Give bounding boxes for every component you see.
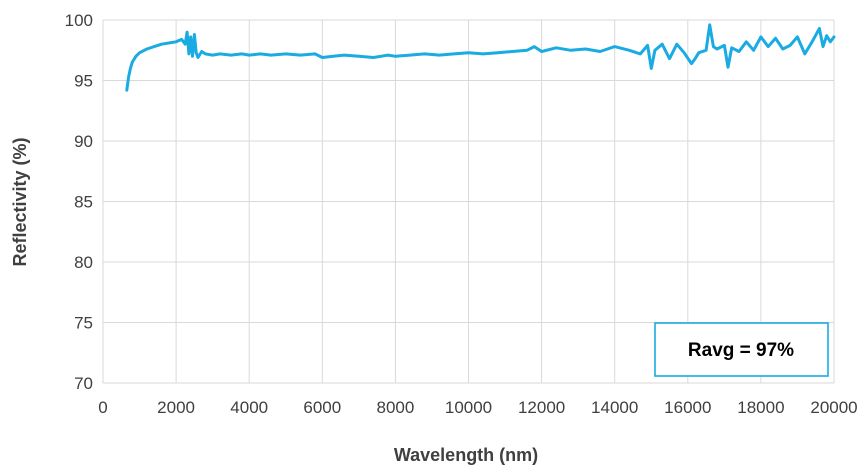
x-tick-label: 6000 xyxy=(303,398,341,417)
x-tick-label: 0 xyxy=(98,398,107,417)
x-tick-label: 4000 xyxy=(230,398,268,417)
y-tick-label: 100 xyxy=(65,11,93,30)
y-tick-label: 75 xyxy=(74,314,93,333)
y-tick-label: 90 xyxy=(74,132,93,151)
x-tick-label: 12000 xyxy=(518,398,565,417)
annotation-box: Ravg = 97% xyxy=(654,322,829,377)
x-axis-title: Wavelength (nm) xyxy=(394,445,538,465)
tick-labels: 70 75 80 85 90 95 100 0 2000 4000 6000 8000 10000 120… xyxy=(65,11,858,417)
y-axis-title: Reflectivity (%) xyxy=(10,137,30,266)
x-tick-label: 16000 xyxy=(664,398,711,417)
x-tick-label: 20000 xyxy=(810,398,857,417)
y-tick-label: 85 xyxy=(74,193,93,212)
y-tick-label: 80 xyxy=(74,253,93,272)
x-tick-label: 8000 xyxy=(376,398,414,417)
annotation-border xyxy=(654,322,829,377)
y-tick-label: 95 xyxy=(74,72,93,91)
x-tick-label: 18000 xyxy=(737,398,784,417)
y-tick-label: 70 xyxy=(74,374,93,393)
x-tick-label: 2000 xyxy=(157,398,195,417)
gridlines xyxy=(102,19,835,384)
annotation-label: Ravg = 97% xyxy=(688,340,794,361)
x-tick-label: 10000 xyxy=(445,398,492,417)
series-line-reflectivity xyxy=(125,23,836,92)
x-tick-label: 14000 xyxy=(591,398,638,417)
